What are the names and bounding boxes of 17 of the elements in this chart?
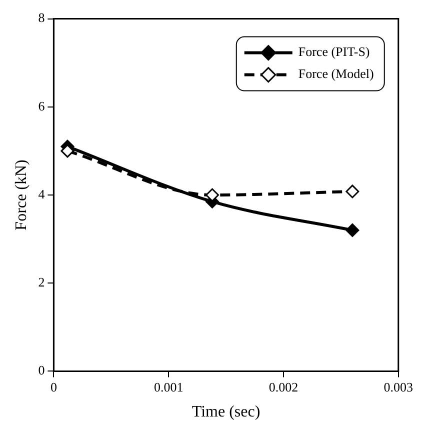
point xyxy=(346,184,360,198)
y-tick-label: 6 xyxy=(38,98,46,114)
y-tick-label: 4 xyxy=(38,186,46,202)
legend-label: Force (Model) xyxy=(298,66,374,82)
point xyxy=(346,223,360,237)
point xyxy=(206,188,219,202)
x-tick-label: 0.002 xyxy=(268,379,298,394)
y-axis-title: Force (kN) xyxy=(12,160,30,230)
x-axis-title: Time (sec) xyxy=(192,404,260,421)
y-tick-label: 0 xyxy=(38,362,45,378)
x-tick-label: 0 xyxy=(50,379,57,394)
y-tick-label: 8 xyxy=(38,10,45,26)
x-tick-label: 0.003 xyxy=(384,379,413,394)
x-tick-label: 0.001 xyxy=(154,379,184,394)
point xyxy=(60,144,74,158)
legend-label: Force (PIT-S) xyxy=(298,44,370,60)
y-tick-label: 2 xyxy=(38,274,45,290)
